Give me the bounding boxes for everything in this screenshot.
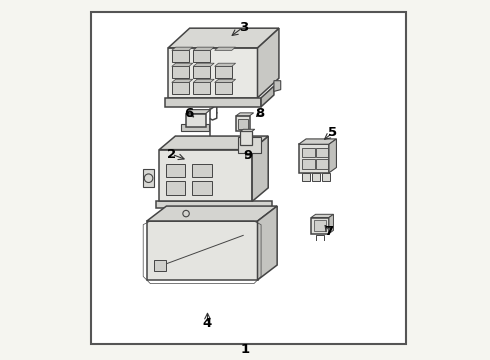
Polygon shape <box>298 139 337 144</box>
Text: 9: 9 <box>243 149 252 162</box>
Polygon shape <box>258 206 277 280</box>
Polygon shape <box>258 28 279 98</box>
Polygon shape <box>193 66 210 78</box>
Polygon shape <box>147 221 258 280</box>
Polygon shape <box>166 181 185 195</box>
Polygon shape <box>193 47 214 50</box>
Polygon shape <box>215 47 236 50</box>
Text: 4: 4 <box>203 317 212 330</box>
Polygon shape <box>172 47 193 50</box>
Polygon shape <box>311 214 334 217</box>
Polygon shape <box>316 148 328 157</box>
Polygon shape <box>302 173 310 181</box>
Polygon shape <box>314 220 326 231</box>
Polygon shape <box>193 163 212 177</box>
Polygon shape <box>193 63 214 66</box>
Polygon shape <box>316 159 328 168</box>
Polygon shape <box>156 202 272 208</box>
Text: 8: 8 <box>255 107 265 120</box>
Polygon shape <box>302 159 315 168</box>
Polygon shape <box>165 98 261 107</box>
Polygon shape <box>302 148 315 157</box>
Polygon shape <box>181 124 209 131</box>
Text: 2: 2 <box>167 148 176 161</box>
Polygon shape <box>298 144 329 173</box>
Polygon shape <box>186 110 210 113</box>
Polygon shape <box>329 214 334 234</box>
Polygon shape <box>193 79 214 82</box>
Polygon shape <box>172 82 189 94</box>
Polygon shape <box>322 173 330 181</box>
Polygon shape <box>172 66 189 78</box>
Polygon shape <box>329 139 337 173</box>
Polygon shape <box>215 82 232 94</box>
Text: 3: 3 <box>239 21 248 33</box>
Text: 6: 6 <box>184 107 194 120</box>
Polygon shape <box>236 116 249 131</box>
Polygon shape <box>172 63 193 66</box>
Polygon shape <box>241 131 252 145</box>
Polygon shape <box>193 50 210 62</box>
Polygon shape <box>193 82 210 94</box>
Polygon shape <box>166 163 185 177</box>
Text: 5: 5 <box>328 126 337 139</box>
Polygon shape <box>236 113 254 116</box>
Text: 1: 1 <box>241 343 249 356</box>
Polygon shape <box>252 136 268 202</box>
Polygon shape <box>312 173 320 181</box>
Bar <box>92 12 406 344</box>
Polygon shape <box>159 136 268 150</box>
Polygon shape <box>238 118 247 129</box>
Polygon shape <box>193 181 212 195</box>
Polygon shape <box>143 169 154 187</box>
Polygon shape <box>311 217 329 234</box>
Polygon shape <box>172 79 193 82</box>
Polygon shape <box>274 81 281 91</box>
Polygon shape <box>159 150 252 202</box>
Polygon shape <box>154 260 167 271</box>
Polygon shape <box>241 129 255 131</box>
Text: 7: 7 <box>324 225 334 238</box>
Polygon shape <box>172 50 189 62</box>
Polygon shape <box>215 66 232 78</box>
Polygon shape <box>168 48 258 98</box>
Polygon shape <box>215 63 236 66</box>
Polygon shape <box>215 79 236 82</box>
Polygon shape <box>147 206 277 221</box>
Polygon shape <box>261 86 274 107</box>
Polygon shape <box>238 137 261 153</box>
Polygon shape <box>186 113 206 127</box>
Polygon shape <box>168 28 279 48</box>
